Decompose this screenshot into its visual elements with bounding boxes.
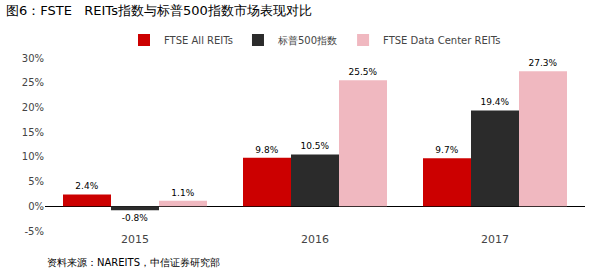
svg-text:0%: 0% [28, 201, 44, 212]
svg-text:5%: 5% [28, 176, 44, 187]
svg-text:15%: 15% [22, 127, 44, 138]
svg-text:2017: 2017 [481, 233, 509, 246]
svg-text:标普500指数: 标普500指数 [277, 35, 337, 46]
svg-text:-0.8%: -0.8% [122, 213, 149, 223]
svg-text:FTSE Data Center REITs: FTSE Data Center REITs [383, 35, 500, 46]
svg-text:9.8%: 9.8% [255, 145, 278, 155]
svg-text:-5%: -5% [25, 226, 44, 237]
svg-text:10%: 10% [22, 151, 44, 162]
svg-text:25.5%: 25.5% [348, 67, 377, 77]
svg-text:图6：FSTE REITs指数与标普500指数市场表现对: 图6：FSTE REITs指数与标普500指数市场表现对比 [6, 3, 312, 18]
svg-text:1.1%: 1.1% [171, 188, 194, 198]
svg-text:27.3%: 27.3% [528, 58, 557, 68]
svg-text:2015: 2015 [121, 233, 149, 246]
svg-text:2016: 2016 [301, 233, 329, 246]
svg-text:30%: 30% [22, 53, 44, 64]
svg-text:19.4%: 19.4% [480, 97, 509, 107]
svg-text:9.7%: 9.7% [435, 145, 458, 155]
svg-text:10.5%: 10.5% [300, 141, 329, 151]
svg-text:25%: 25% [22, 77, 44, 88]
svg-text:2.4%: 2.4% [75, 181, 98, 191]
svg-text:20%: 20% [22, 102, 44, 113]
svg-text:资料来源：NAREITS，中信证券研究部: 资料来源：NAREITS，中信证券研究部 [47, 257, 220, 268]
svg-text:FTSE All REITs: FTSE All REITs [164, 35, 233, 46]
